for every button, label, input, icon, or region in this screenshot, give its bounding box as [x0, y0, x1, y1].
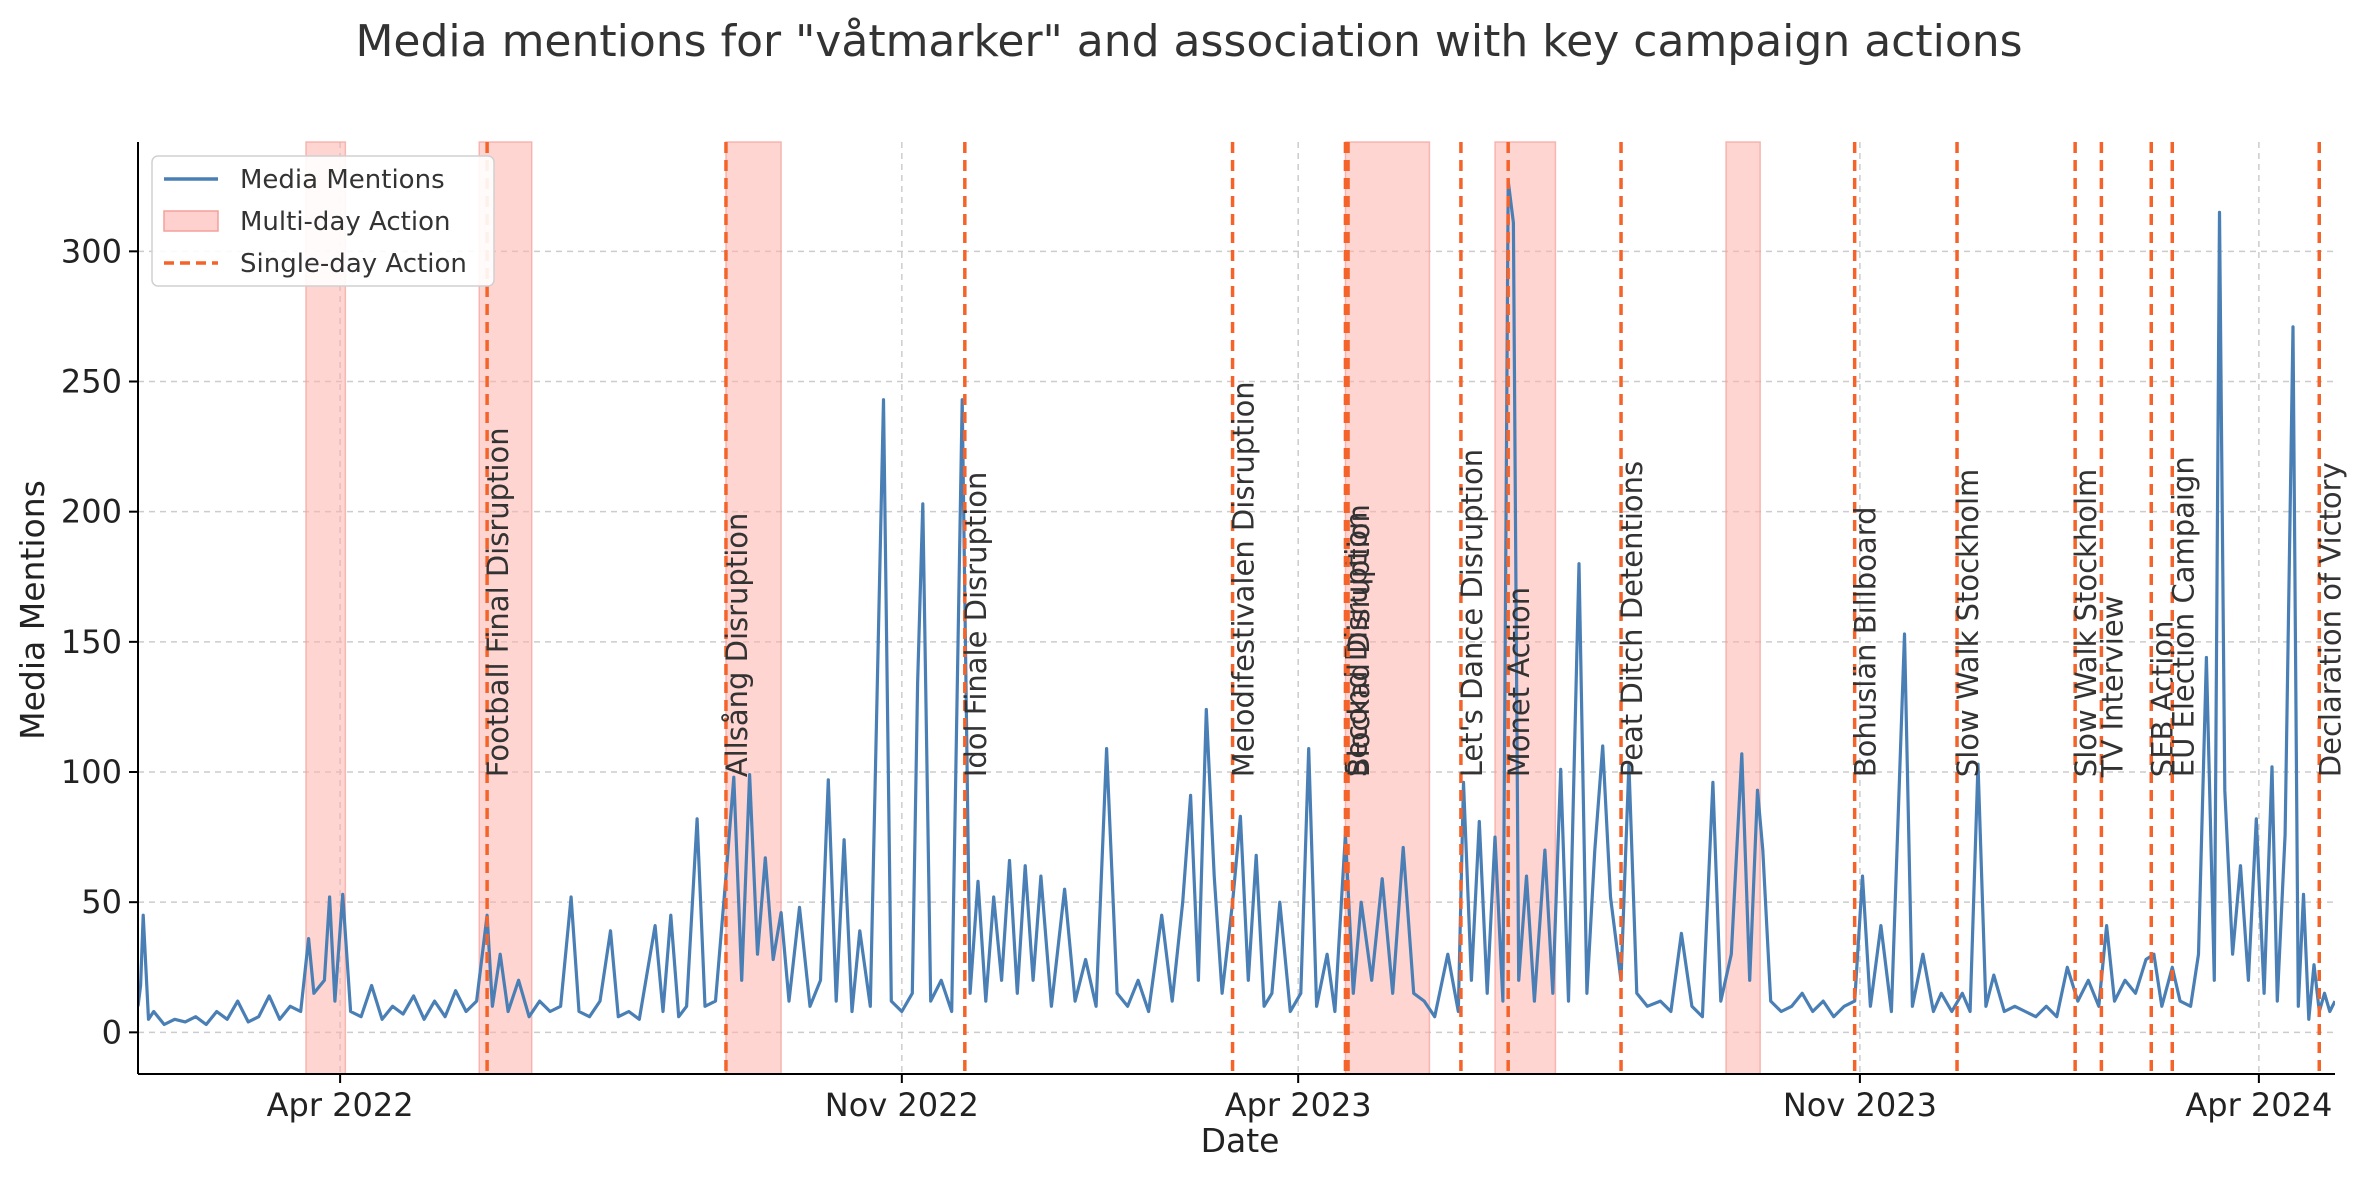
- multi-day-action-span: [305, 141, 347, 1075]
- legend-label: Single-day Action: [240, 249, 467, 279]
- legend-label: Multi-day Action: [240, 207, 450, 237]
- single-day-action-label: Monet Action: [1502, 587, 1536, 777]
- x-tick-label: Apr 2022: [267, 1086, 414, 1124]
- chart-title: Media mentions for "våtmarker" and assoc…: [355, 16, 2022, 67]
- x-tick-label: Apr 2024: [2185, 1086, 2332, 1124]
- y-tick-label: 300: [61, 232, 122, 270]
- y-tick-label: 250: [61, 363, 122, 401]
- single-day-action-label: Blockad Disruption: [1342, 504, 1376, 777]
- x-tick-label: Nov 2022: [825, 1086, 979, 1124]
- x-tick-label: Apr 2023: [1225, 1086, 1372, 1124]
- y-tick-label: 100: [61, 753, 122, 791]
- single-day-action-label: Allsång Disruption: [720, 513, 754, 778]
- plot-area: Football Final Disruption Allsång Disrupt…: [61, 141, 2347, 1124]
- x-tick-label: Nov 2023: [1783, 1086, 1937, 1124]
- y-axis-label: Media Mentions: [13, 480, 52, 740]
- x-axis-label: Date: [1201, 1121, 1280, 1160]
- legend-box: [151, 155, 495, 287]
- y-tick-label: 200: [61, 493, 122, 531]
- y-tick-label: 50: [81, 883, 122, 921]
- single-day-action-label: Peat Ditch Detentions: [1615, 461, 1649, 777]
- single-day-action-label: Bohuslän Billboard: [1849, 506, 1883, 777]
- single-day-action-label: EU Election Campaign: [2166, 456, 2200, 777]
- y-tick-label: 150: [61, 623, 122, 661]
- multi-day-action-span: [725, 141, 782, 1075]
- single-day-action-label: Second Disruption: [1339, 512, 1373, 778]
- single-day-action-label: Melodifestivalen Disruption: [1227, 381, 1261, 777]
- legend-label: Media Mentions: [240, 165, 445, 195]
- single-day-action-label: Football Final Disruption: [481, 427, 515, 777]
- legend-swatch-multi-day: [163, 210, 219, 232]
- media-mentions-line: [138, 179, 2335, 1027]
- single-day-action-label: Slow Walk Stockholm: [1951, 469, 1985, 778]
- legend: Media Mentions Multi-day Action Single-day…: [151, 155, 495, 287]
- single-day-action-label: Let's Dance Disruption: [1455, 449, 1489, 777]
- single-day-action-label: TV Interview: [2095, 596, 2129, 779]
- single-day-action-label: Slow Walk Stockholm: [2069, 469, 2103, 778]
- single-day-action-label: Declaration of Victory: [2313, 462, 2347, 777]
- single-day-action-label: Idol Finale Disruption: [959, 472, 993, 778]
- y-tick-label: 0: [102, 1013, 122, 1051]
